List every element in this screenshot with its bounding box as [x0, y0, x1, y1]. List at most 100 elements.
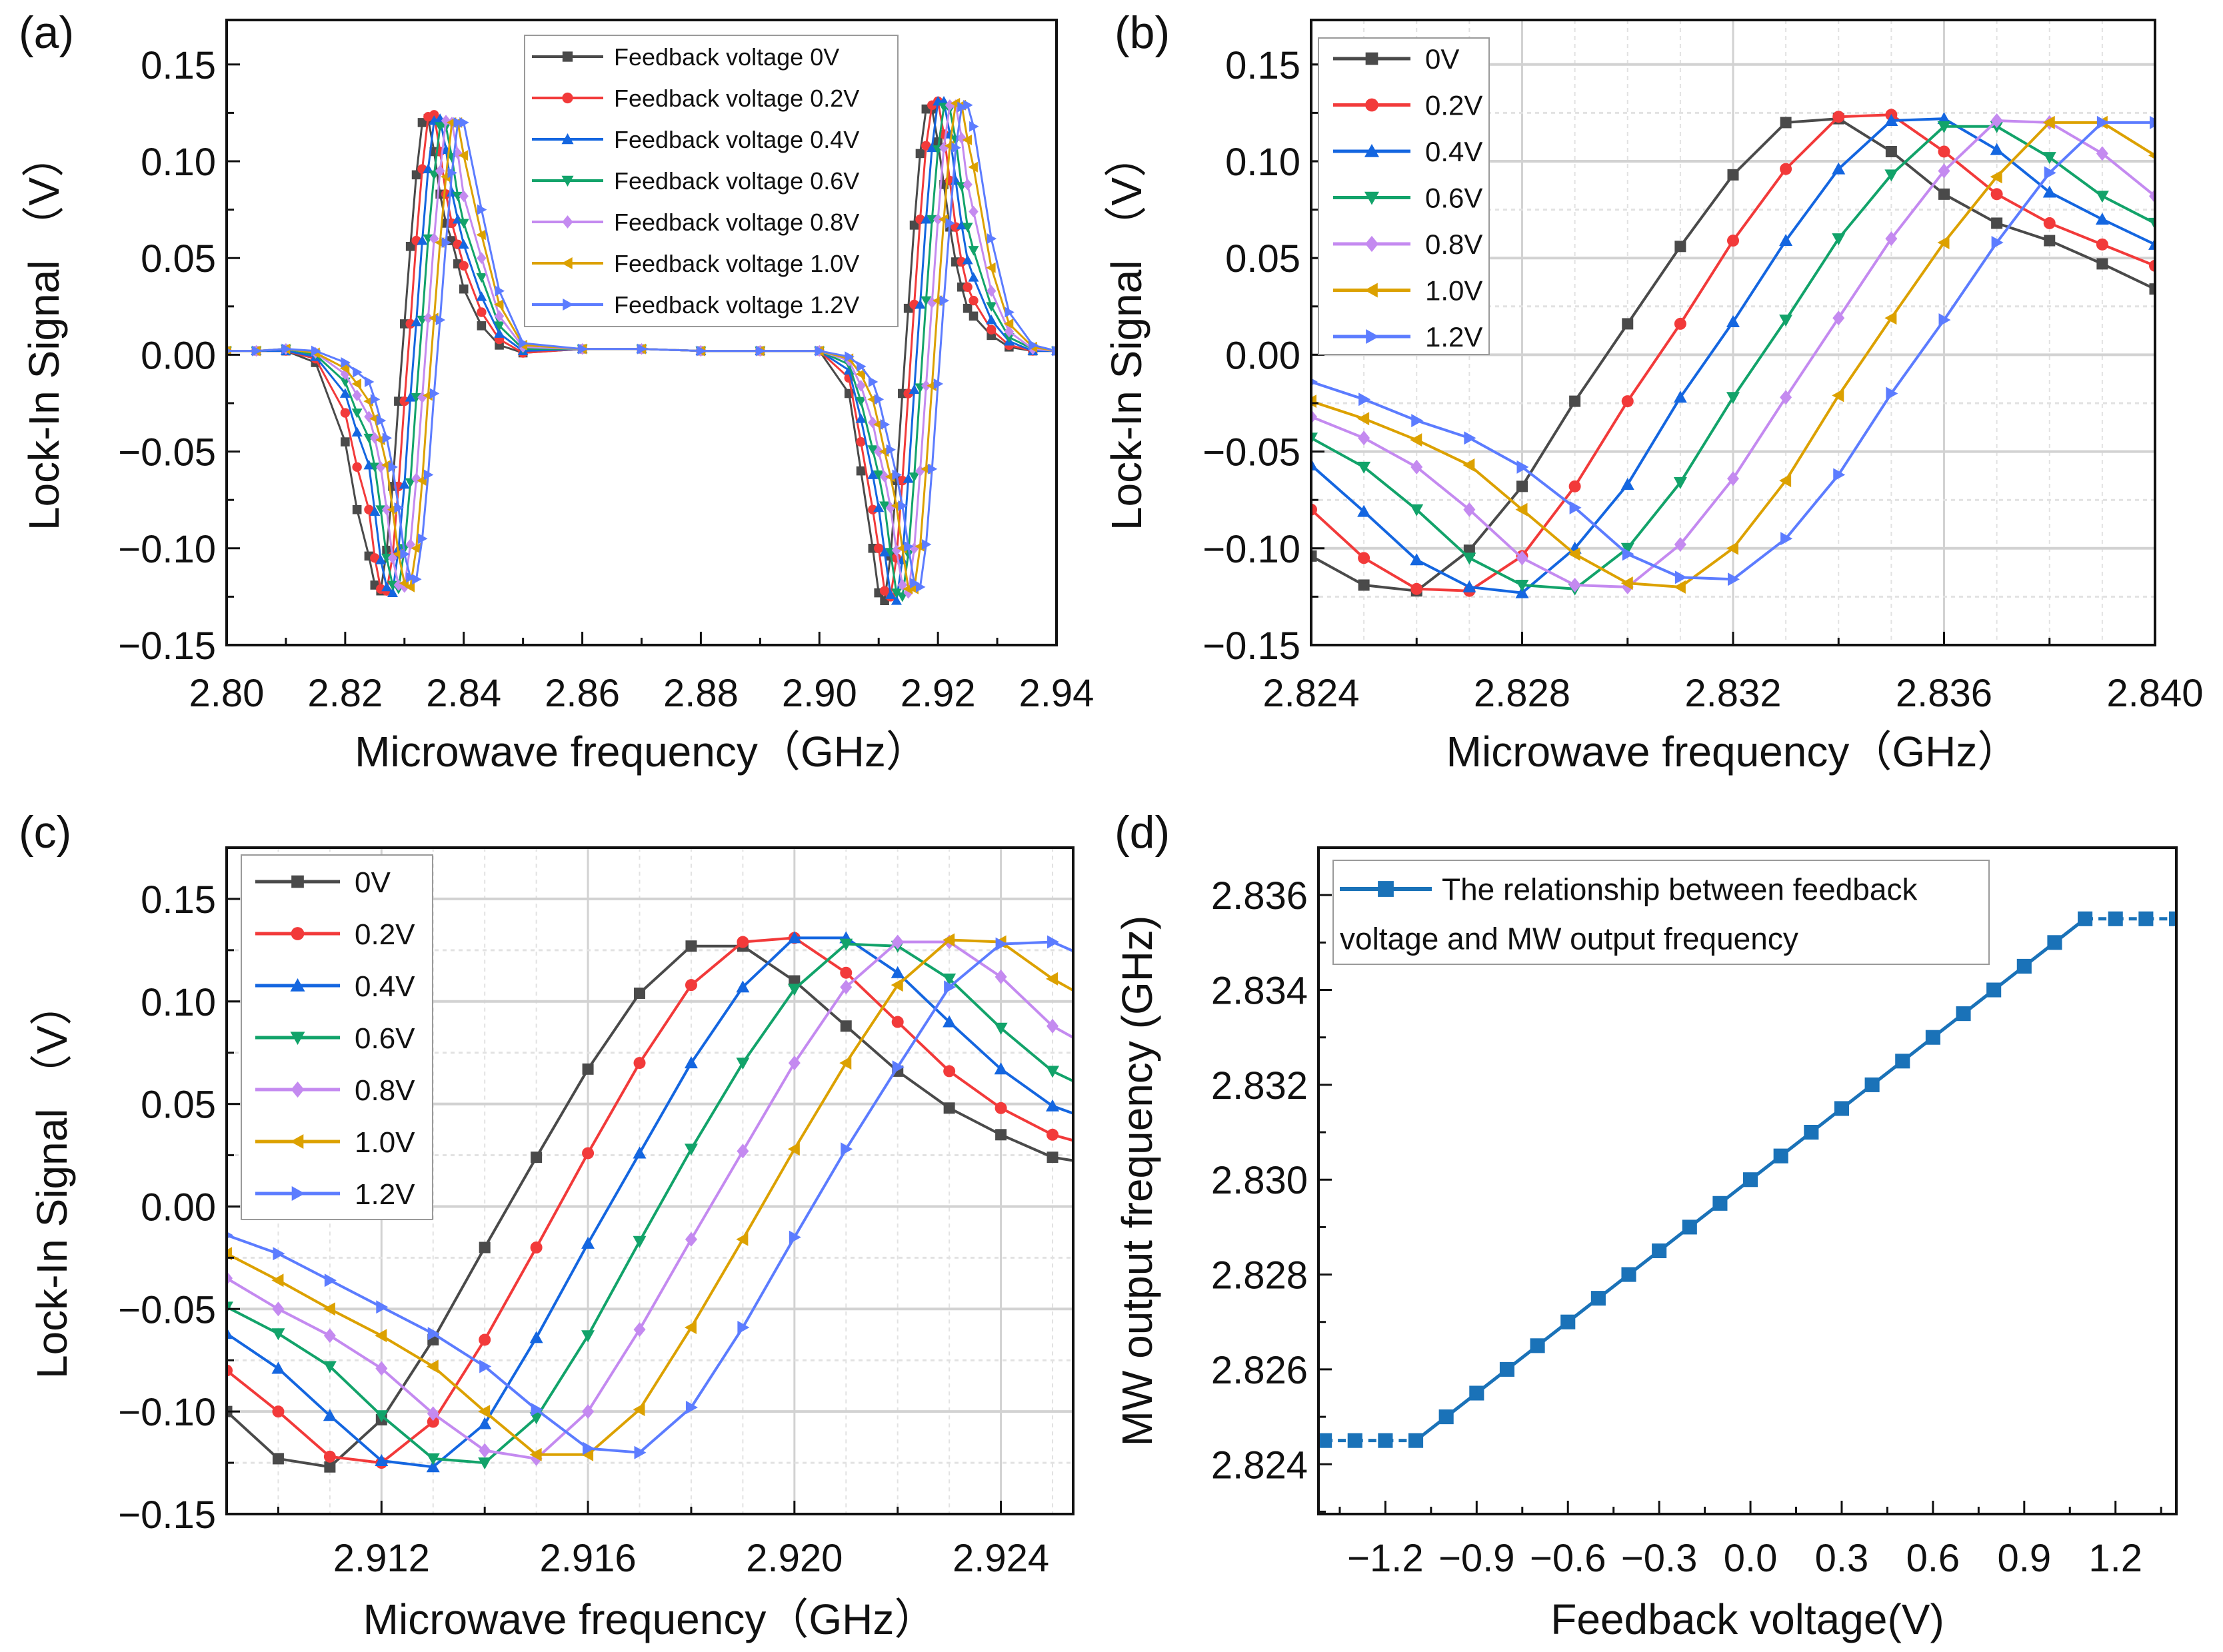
x-tick-label: 2.94: [1019, 672, 1095, 715]
data-point: [1530, 1338, 1545, 1353]
legend-item: 1.2V: [255, 1178, 415, 1211]
data-point: [933, 213, 943, 225]
data-point: [369, 506, 381, 516]
data-point: [943, 1015, 957, 1028]
x-tick-label: −0.3: [1621, 1537, 1698, 1580]
data-point: [1885, 145, 1897, 157]
data-point: [845, 351, 855, 363]
data-point: [1804, 1124, 1819, 1140]
y-tick-label: 0.15: [141, 44, 216, 87]
data-point: [352, 504, 362, 514]
data-point: [1938, 145, 1950, 158]
data-point: [885, 589, 896, 599]
data-point: [435, 165, 445, 177]
data-point: [891, 595, 902, 605]
data-point: [1726, 541, 1738, 555]
data-point: [578, 343, 588, 355]
series-2: [227, 931, 1073, 1473]
data-point: [855, 369, 865, 380]
data-point: [582, 1404, 595, 1419]
data-point: [1464, 431, 1476, 445]
y-tick-label: −0.05: [1202, 431, 1300, 474]
data-point: [1516, 480, 1528, 492]
legend-item: Feedback voltage 0.6V: [532, 167, 859, 195]
plot-area: [1318, 911, 2176, 1448]
data-point: [1673, 391, 1687, 403]
data-point: [1780, 390, 1792, 405]
data-point: [459, 284, 469, 294]
data-point: [1620, 477, 1634, 490]
data-point: [986, 315, 997, 325]
data-point: [951, 142, 961, 153]
data-point: [1462, 552, 1476, 565]
data-point: [892, 1060, 905, 1074]
x-tick-label: 2.84: [426, 672, 501, 715]
data-point: [1099, 1160, 1110, 1171]
data-point: [351, 378, 362, 389]
data-point: [1832, 233, 1846, 246]
series-6: [227, 99, 1057, 592]
data-point: [1098, 1048, 1110, 1062]
data-point: [2047, 935, 2062, 950]
data-point: [963, 303, 973, 313]
y-tick-label: 0.05: [141, 1084, 216, 1127]
data-point: [855, 413, 867, 423]
legend-label: 0.4V: [1425, 136, 1482, 167]
x-tick-label: 2.828: [1474, 672, 1570, 715]
data-point: [891, 934, 904, 950]
data-point: [405, 478, 416, 488]
legend-label: 0.6V: [355, 1022, 415, 1055]
data-point: [529, 1412, 543, 1425]
data-point: [1620, 576, 1633, 590]
data-point: [1727, 235, 1739, 247]
data-point: [891, 966, 905, 978]
data-point: [426, 1359, 439, 1373]
data-point: [1620, 542, 1634, 555]
data-point: [1047, 1018, 1059, 1034]
data-point: [375, 554, 387, 564]
data-point: [479, 1359, 492, 1373]
data-point: [399, 581, 409, 593]
y-tick-label: −0.05: [118, 431, 216, 474]
legend-label: Feedback voltage 0.4V: [614, 126, 859, 153]
data-point: [1569, 395, 1581, 407]
data-point: [1568, 547, 1580, 561]
data-point: [227, 1364, 233, 1377]
legend-marker: [1378, 881, 1394, 897]
data-point: [375, 1410, 389, 1423]
data-point: [271, 1361, 285, 1374]
data-point: [1938, 188, 1950, 200]
data-point: [394, 502, 404, 513]
data-point: [962, 255, 973, 265]
data-point: [856, 466, 866, 476]
y-tick-label: −0.10: [118, 528, 216, 571]
legend-marker: [1365, 52, 1378, 65]
y-tick-label: 2.826: [1211, 1349, 1308, 1392]
data-point: [1046, 1099, 1060, 1112]
data-point: [787, 931, 801, 944]
data-point: [323, 1302, 335, 1316]
data-point: [1410, 504, 1424, 516]
data-point: [2044, 166, 2056, 180]
chart-panel-b: 2.824 2.828 2.832 2.836 2.840 −0.15 −0.10 −0.05…: [1103, 7, 2204, 776]
data-point: [1311, 378, 1318, 386]
data-point: [1726, 315, 1740, 328]
x-axis-title: Feedback voltage(V): [1550, 1595, 1944, 1643]
data-point: [1097, 1090, 1111, 1102]
data-point: [755, 345, 766, 357]
legend-item: 0.4V: [255, 970, 415, 1003]
data-point: [633, 1236, 647, 1248]
data-point: [921, 141, 931, 151]
data-point: [1743, 1172, 1758, 1188]
data-point: [986, 262, 996, 273]
data-point: [411, 317, 422, 327]
data-point: [1410, 582, 1423, 595]
data-point: [939, 295, 950, 307]
data-point: [1991, 235, 2004, 249]
legend-item: 0.6V: [255, 1022, 415, 1055]
data-point: [943, 1102, 955, 1114]
y-tick-label: 0.10: [141, 141, 216, 184]
data-point: [479, 1443, 491, 1458]
data-point: [375, 1361, 388, 1376]
